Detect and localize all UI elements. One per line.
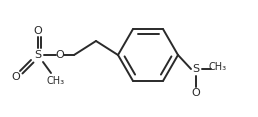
Text: S: S [192,64,199,74]
Text: S: S [34,50,42,60]
Text: O: O [56,50,64,60]
Text: O: O [192,88,200,98]
Text: O: O [12,72,20,82]
Text: CH₃: CH₃ [47,76,65,86]
Text: CH₃: CH₃ [209,62,227,72]
Text: O: O [34,26,42,36]
